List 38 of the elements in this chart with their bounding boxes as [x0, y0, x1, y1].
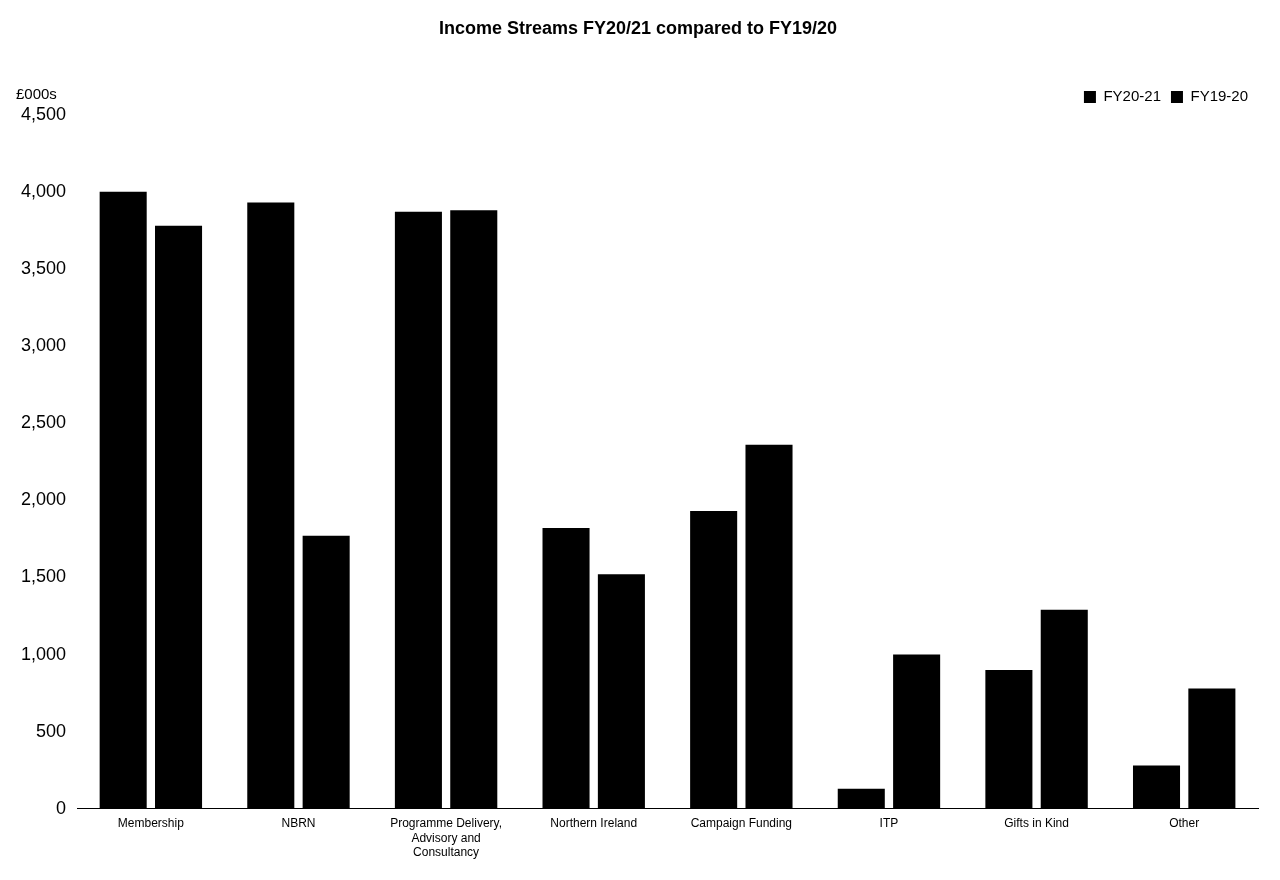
bar [1132, 765, 1181, 809]
bar [394, 211, 442, 809]
bar [1188, 688, 1236, 809]
x-tick-label: NBRN [281, 816, 316, 831]
legend-label: FY20-21 [1103, 87, 1161, 105]
y-tick-label: 0 [56, 797, 67, 818]
y-axis-title: £000s [16, 85, 57, 103]
x-tick-label: Programme Delivery, Advisory and Consultancy [390, 816, 502, 860]
y-tick-label: 500 [36, 720, 67, 741]
x-tick-label: Other [1169, 816, 1200, 831]
legend-label: FY19-20 [1190, 87, 1249, 105]
y-tick-label: 2,500 [21, 412, 67, 433]
y-tick-label: 3,500 [21, 257, 67, 278]
x-tick-label: Gifts in Kind [1004, 816, 1069, 831]
y-tick-label: 2,000 [21, 489, 67, 510]
bar [893, 654, 941, 809]
y-tick-label: 1,500 [21, 566, 67, 587]
bar [597, 574, 645, 809]
bar [542, 528, 590, 809]
bar [99, 191, 147, 809]
bar [690, 511, 738, 809]
bar [745, 444, 793, 809]
bar [302, 535, 350, 809]
chart-title: Income Streams FY20/21 compared to FY19/20 [438, 17, 838, 38]
x-tick-label: Campaign Funding [690, 816, 793, 831]
bar [450, 210, 498, 809]
y-tick-label: 3,000 [21, 334, 67, 355]
bar [985, 669, 1033, 809]
bar [155, 225, 203, 809]
x-tick-label: Membership [117, 816, 185, 831]
x-tick-label: Northern Ireland [550, 816, 638, 831]
y-tick-label: 4,000 [21, 180, 67, 201]
bar [247, 202, 295, 809]
x-tick-label: ITP [879, 816, 899, 831]
y-tick-label: 4,500 [21, 103, 67, 124]
bar [1040, 609, 1088, 809]
bar [837, 788, 885, 809]
y-tick-label: 1,000 [21, 643, 67, 664]
